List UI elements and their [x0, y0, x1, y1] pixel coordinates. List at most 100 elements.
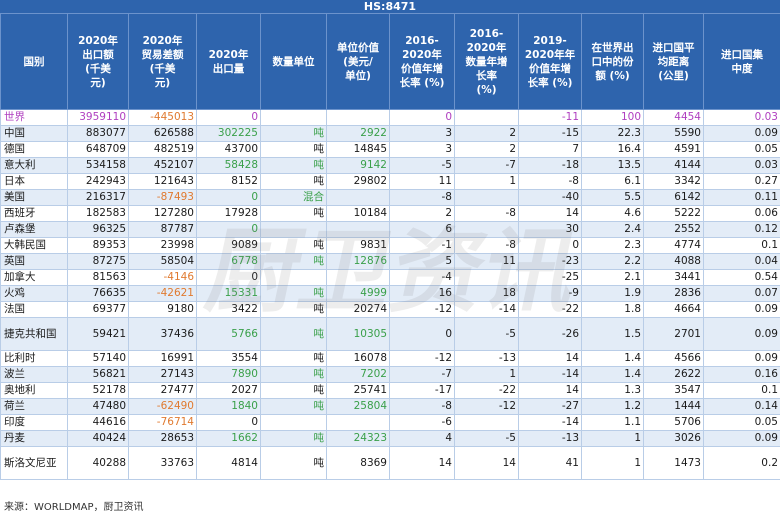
world-row: 世界 3959110 -445013 0 0 -11 100 4454 0.03	[0, 109, 780, 126]
cell-trade-balance: 27477	[128, 382, 197, 399]
cell-export-quantity: 8152	[196, 173, 261, 190]
cell-value-growth-2016-2020: -12	[389, 301, 455, 318]
cell-country: 加拿大	[0, 269, 68, 286]
cell-world-share: 5.5	[581, 189, 644, 206]
cell-quantity-unit: 吨	[260, 141, 327, 158]
cell-quantity-unit: 吨	[260, 285, 327, 302]
cell-unit-value: 16078	[326, 350, 390, 367]
cell-unit-value: 9831	[326, 237, 390, 254]
cell-trade-balance: 87787	[128, 221, 197, 238]
cell-unit-value: 7202	[326, 366, 390, 383]
cell-trade-balance: 9180	[128, 301, 197, 318]
cell-avg-distance: 4088	[643, 253, 704, 270]
cell-quantity-unit: 吨	[260, 350, 327, 367]
cell-value-growth-2016-2020: 16	[389, 285, 455, 302]
table-row: 美国 216317 -87493 0 混合 -8 -40 5.5 6142 0.11	[0, 189, 780, 206]
cell-value-growth-2019-2020: -22	[518, 301, 582, 318]
header-concentration: 进口国集 中度	[703, 13, 780, 110]
header-export-value: 2020年 出口额 (千美 元)	[67, 13, 129, 110]
cell-quantity-unit: 吨	[260, 157, 327, 174]
cell-value-growth-2019-2020: 14	[518, 350, 582, 367]
cell-unit-value: 10305	[326, 317, 390, 351]
cell-trade-balance: 16991	[128, 350, 197, 367]
cell-export-quantity: 9089	[196, 237, 261, 254]
cell-value-growth-2016-2020: -6	[389, 414, 455, 431]
table-row: 卢森堡 96325 87787 0 6 30 2.4 2552 0.12	[0, 221, 780, 238]
header-country: 国别	[0, 13, 68, 110]
header-world-share: 在世界出 口中的份 额 (%)	[581, 13, 644, 110]
cell-avg-distance: 5590	[643, 125, 704, 142]
cell-country: 世界	[0, 109, 68, 126]
cell-quantity-unit: 吨	[260, 205, 327, 222]
cell-export-quantity: 43700	[196, 141, 261, 158]
cell-country: 卢森堡	[0, 221, 68, 238]
cell-quantity-growth-2016-2020: 1	[454, 173, 519, 190]
cell-concentration: 0.09	[703, 350, 780, 367]
cell-avg-distance: 6142	[643, 189, 704, 206]
header-quantity-growth-2016-2020: 2016- 2020年 数量年增 长率 (%)	[454, 13, 519, 110]
cell-quantity-unit: 吨	[260, 301, 327, 318]
cell-value-growth-2016-2020: 2	[389, 205, 455, 222]
cell-unit-value	[326, 414, 390, 431]
cell-avg-distance: 3342	[643, 173, 704, 190]
cell-export-value: 648709	[67, 141, 129, 158]
cell-country: 意大利	[0, 157, 68, 174]
cell-country: 德国	[0, 141, 68, 158]
cell-value-growth-2016-2020: 0	[389, 317, 455, 351]
cell-unit-value: 25804	[326, 398, 390, 415]
cell-export-value: 534158	[67, 157, 129, 174]
cell-concentration: 0.06	[703, 205, 780, 222]
cell-value-growth-2019-2020: -15	[518, 125, 582, 142]
cell-trade-balance: -445013	[128, 109, 197, 126]
cell-avg-distance: 4591	[643, 141, 704, 158]
cell-quantity-unit	[260, 269, 327, 286]
table-row: 中国 883077 626588 302225 吨 2922 3 2 -15 22.3 5590 0.…	[0, 125, 780, 142]
cell-unit-value: 14845	[326, 141, 390, 158]
cell-export-value: 216317	[67, 189, 129, 206]
cell-concentration: 0.16	[703, 366, 780, 383]
cell-world-share: 1.5	[581, 317, 644, 351]
cell-quantity-growth-2016-2020: -8	[454, 237, 519, 254]
table-row: 丹麦 40424 28653 1662 吨 24323 4 -5 -13 1 3026 0.09	[0, 430, 780, 447]
cell-quantity-growth-2016-2020: -14	[454, 301, 519, 318]
cell-export-quantity: 7890	[196, 366, 261, 383]
cell-concentration: 0.1	[703, 237, 780, 254]
cell-world-share: 6.1	[581, 173, 644, 190]
cell-quantity-growth-2016-2020: 2	[454, 125, 519, 142]
cell-export-quantity: 3554	[196, 350, 261, 367]
cell-unit-value: 4999	[326, 285, 390, 302]
cell-unit-value: 2922	[326, 125, 390, 142]
table-row: 荷兰 47480 -62490 1840 吨 25804 -8 -12 -27 1.2 1444 0.…	[0, 398, 780, 415]
cell-concentration: 0.09	[703, 125, 780, 142]
cell-world-share: 22.3	[581, 125, 644, 142]
cell-value-growth-2019-2020: 14	[518, 382, 582, 399]
cell-trade-balance: -4146	[128, 269, 197, 286]
cell-export-quantity: 58428	[196, 157, 261, 174]
cell-world-share: 1.1	[581, 414, 644, 431]
cell-world-share: 13.5	[581, 157, 644, 174]
cell-world-share: 1.9	[581, 285, 644, 302]
cell-avg-distance: 2552	[643, 221, 704, 238]
cell-avg-distance: 3547	[643, 382, 704, 399]
cell-country: 法国	[0, 301, 68, 318]
cell-world-share: 2.1	[581, 269, 644, 286]
cell-unit-value: 29802	[326, 173, 390, 190]
cell-quantity-unit	[260, 221, 327, 238]
cell-quantity-unit: 吨	[260, 366, 327, 383]
table-row: 德国 648709 482519 43700 吨 14845 3 2 7 16.4 4591 0.05	[0, 141, 780, 158]
cell-trade-balance: 23998	[128, 237, 197, 254]
cell-quantity-unit	[260, 414, 327, 431]
cell-world-share: 2.3	[581, 237, 644, 254]
cell-country: 捷克共和国	[0, 317, 68, 351]
cell-export-value: 96325	[67, 221, 129, 238]
cell-export-value: 40288	[67, 446, 129, 480]
cell-unit-value	[326, 269, 390, 286]
cell-quantity-growth-2016-2020: 11	[454, 253, 519, 270]
cell-unit-value	[326, 221, 390, 238]
cell-export-quantity: 15331	[196, 285, 261, 302]
cell-export-value: 47480	[67, 398, 129, 415]
cell-unit-value: 24323	[326, 430, 390, 447]
table-row: 奥地利 52178 27477 2027 吨 25741 -17 -22 14 1.3 3547 0.…	[0, 382, 780, 399]
cell-value-growth-2016-2020: 11	[389, 173, 455, 190]
cell-country: 荷兰	[0, 398, 68, 415]
